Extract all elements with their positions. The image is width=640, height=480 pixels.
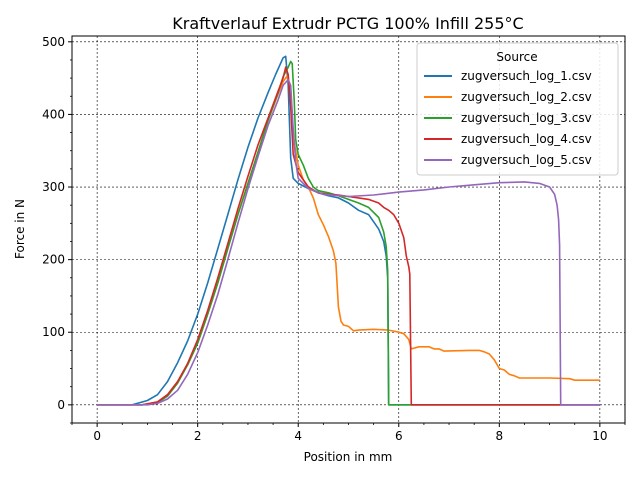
x-tick-label: 10	[592, 429, 607, 443]
legend-label: zugversuch_log_3.csv	[461, 111, 592, 125]
x-axis-label: Position in mm	[304, 450, 393, 464]
y-tick-label: 400	[42, 107, 65, 121]
legend-label: zugversuch_log_4.csv	[461, 132, 592, 146]
series-line-4	[97, 66, 600, 406]
legend-label: zugversuch_log_5.csv	[461, 153, 592, 167]
x-tick-label: 4	[294, 429, 302, 443]
series-line-1	[97, 55, 600, 406]
x-axis-ticks: 0 2 4 6 8 10	[71, 423, 626, 443]
y-axis-ticks: 0 100 200 300 400 500	[42, 35, 72, 424]
y-tick-label: 200	[42, 253, 65, 267]
legend-box	[416, 42, 619, 176]
legend-label: zugversuch_log_1.csv	[461, 69, 592, 83]
y-tick-label: 0	[57, 398, 65, 412]
y-tick-label: 100	[42, 325, 65, 339]
legend-items: zugversuch_log_1.csv zugversuch_log_2.csv…	[424, 69, 592, 167]
grid-lines	[72, 36, 625, 423]
y-tick-label: 300	[42, 180, 65, 194]
x-tick-label: 2	[194, 429, 202, 443]
legend-title: Source	[496, 50, 537, 64]
chart-title: Kraftverlauf Extrudr PCTG 100% Infill 25…	[172, 14, 523, 33]
x-tick-label: 0	[93, 429, 101, 443]
y-tick-label: 500	[42, 35, 65, 49]
y-axis-label: Force in N	[13, 199, 27, 259]
x-tick-label: 8	[495, 429, 503, 443]
series-line-3	[97, 60, 600, 406]
x-tick-label: 6	[395, 429, 403, 443]
series-lines	[97, 55, 600, 406]
series-line-5	[97, 78, 600, 406]
legend-label: zugversuch_log_2.csv	[461, 90, 592, 104]
legend: Source zugversuch_log_1.csvzugversuch_lo…	[416, 42, 619, 176]
